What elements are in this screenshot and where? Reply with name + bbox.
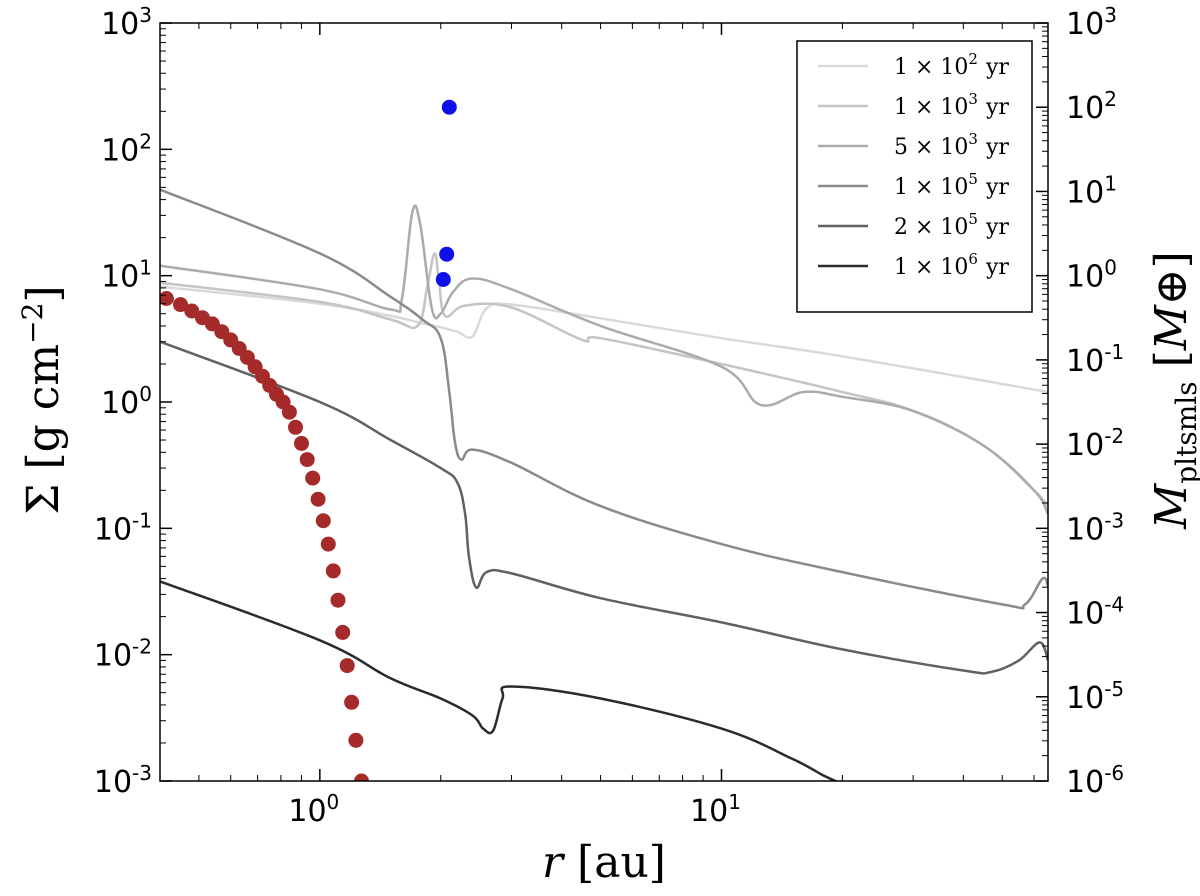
red-dots-point-27	[344, 694, 360, 710]
right-y-tick-label: 101	[1066, 171, 1117, 210]
red-dots-point-29	[354, 773, 369, 781]
left-y-tick-label: 10-1	[94, 508, 152, 547]
red-dots-point-17	[294, 435, 309, 451]
right-y-tick-label: 10-5	[1066, 677, 1124, 716]
right-y-tick-label: 103	[1066, 3, 1117, 42]
left-y-tick-label: 102	[101, 129, 152, 168]
left-y-tick-label: 101	[101, 256, 152, 295]
right-y-tick-label: 10-2	[1066, 424, 1124, 463]
red-dots-point-19	[305, 470, 321, 486]
x-axis-label: r [au]	[542, 837, 666, 888]
planetesimal-mass-dots-point-3	[435, 272, 451, 287]
right-y-tick-label: 100	[1066, 256, 1117, 295]
planetesimal-mass-dots-point-1	[441, 99, 457, 115]
red-dots-point-25	[335, 624, 351, 640]
right-y-axis-label: Mpltsmls [M⊕]	[1146, 251, 1200, 530]
legend-label-4: 1 × 105 yr	[894, 170, 1009, 200]
red-dots-point-16	[288, 419, 303, 435]
legend-label-2: 1 × 103 yr	[894, 90, 1009, 120]
red-dots-point-22	[320, 536, 336, 552]
x-tick-label: 101	[690, 790, 741, 829]
x-tick-label: 100	[288, 790, 339, 829]
legend: 1 × 102 yr 1 × 103 yr 5 × 103 yr 1 × 105 yr 2 × …	[796, 40, 1033, 313]
series-line-3	[160, 204, 1048, 515]
red-dots-point-20	[310, 491, 326, 507]
series-line-4	[160, 188, 1048, 610]
legend-label-3: 5 × 103 yr	[894, 130, 1009, 160]
right-y-tick-label: 102	[1066, 87, 1117, 126]
red-dots-point-28	[348, 732, 364, 748]
left-y-tick-label: 100	[101, 382, 152, 421]
red-dots-point-24	[330, 592, 346, 608]
series-line-1	[160, 285, 1048, 394]
red-dots-point-2	[173, 297, 188, 313]
right-y-tick-label: 10-4	[1066, 593, 1124, 632]
right-y-tick-label: 10-1	[1066, 340, 1124, 379]
legend-label-6: 1 × 106 yr	[894, 250, 1009, 280]
red-dots-point-26	[339, 658, 355, 674]
red-dots-point-23	[325, 563, 341, 579]
series-line-5	[160, 340, 1048, 675]
left-y-tick-label: 103	[101, 3, 152, 42]
legend-label-1: 1 × 102 yr	[894, 50, 1009, 80]
left-y-axis-label: Σ [g cm−2]	[16, 285, 69, 514]
red-dots-point-18	[299, 452, 315, 468]
left-y-tick-label: 10-3	[94, 761, 152, 800]
right-y-tick-label: 10-6	[1066, 761, 1124, 800]
legend-label-5: 2 × 105 yr	[894, 210, 1009, 240]
red-dots-point-15	[281, 404, 297, 420]
series-line-6	[160, 580, 839, 781]
right-y-tick-label: 10-3	[1066, 508, 1124, 547]
red-dots-point-21	[315, 513, 331, 529]
left-y-tick-label: 10-2	[94, 635, 152, 674]
planetesimal-mass-dots-point-2	[439, 246, 455, 262]
